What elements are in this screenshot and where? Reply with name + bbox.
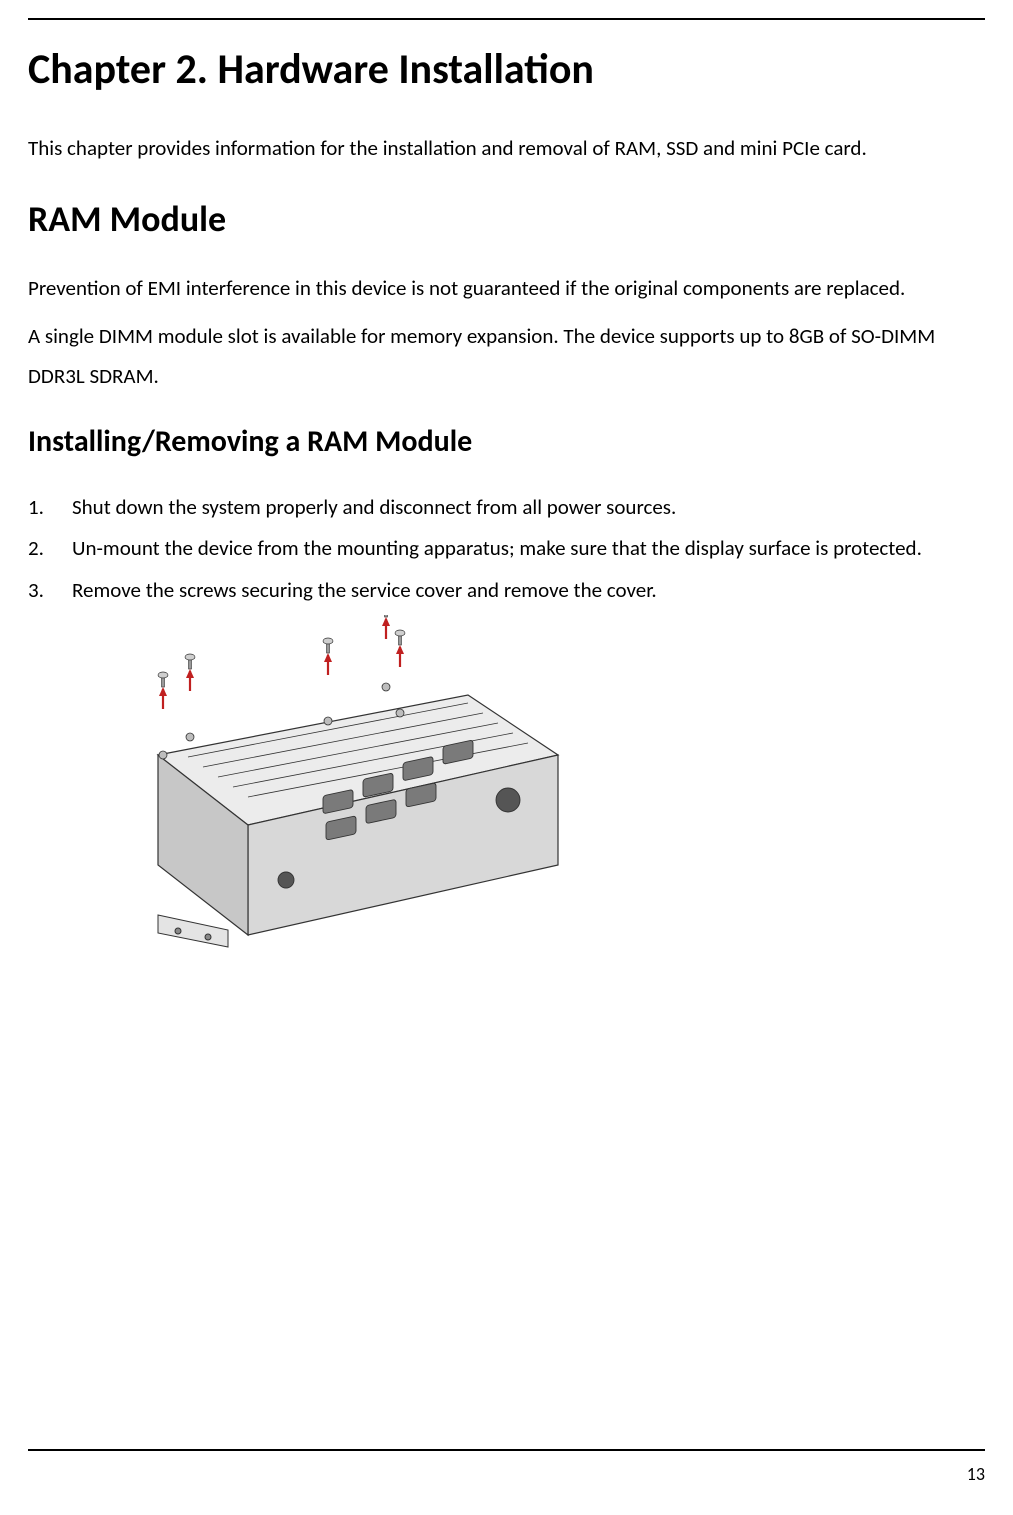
chapter-title: Chapter 2. Hardware Installation <box>28 44 985 95</box>
list-item: 2. Un-mount the device from the mounting… <box>28 529 985 569</box>
device-illustration-icon <box>68 615 588 955</box>
step-number: 3. <box>28 571 72 611</box>
install-steps-list: 1. Shut down the system properly and dis… <box>28 488 985 612</box>
step-text: Un-mount the device from the mounting ap… <box>72 529 985 569</box>
ram-module-para-1: Prevention of EMI interference in this d… <box>28 269 985 309</box>
list-item: 3. Remove the screws securing the servic… <box>28 571 985 611</box>
page-number: 13 <box>967 1463 985 1485</box>
top-horizontal-rule <box>28 18 985 20</box>
list-item: 1. Shut down the system properly and dis… <box>28 488 985 528</box>
service-cover-figure <box>68 615 985 960</box>
chapter-intro: This chapter provides information for th… <box>28 129 985 169</box>
step-text: Remove the screws securing the service c… <box>72 571 985 611</box>
ram-module-para-2: A single DIMM module slot is available f… <box>28 317 985 397</box>
step-text: Shut down the system properly and discon… <box>72 488 985 528</box>
ram-module-heading: RAM Module <box>28 197 985 241</box>
bottom-horizontal-rule <box>28 1449 985 1451</box>
install-remove-heading: Installing/Removing a RAM Module <box>28 423 985 460</box>
step-number: 2. <box>28 529 72 569</box>
step-number: 1. <box>28 488 72 528</box>
